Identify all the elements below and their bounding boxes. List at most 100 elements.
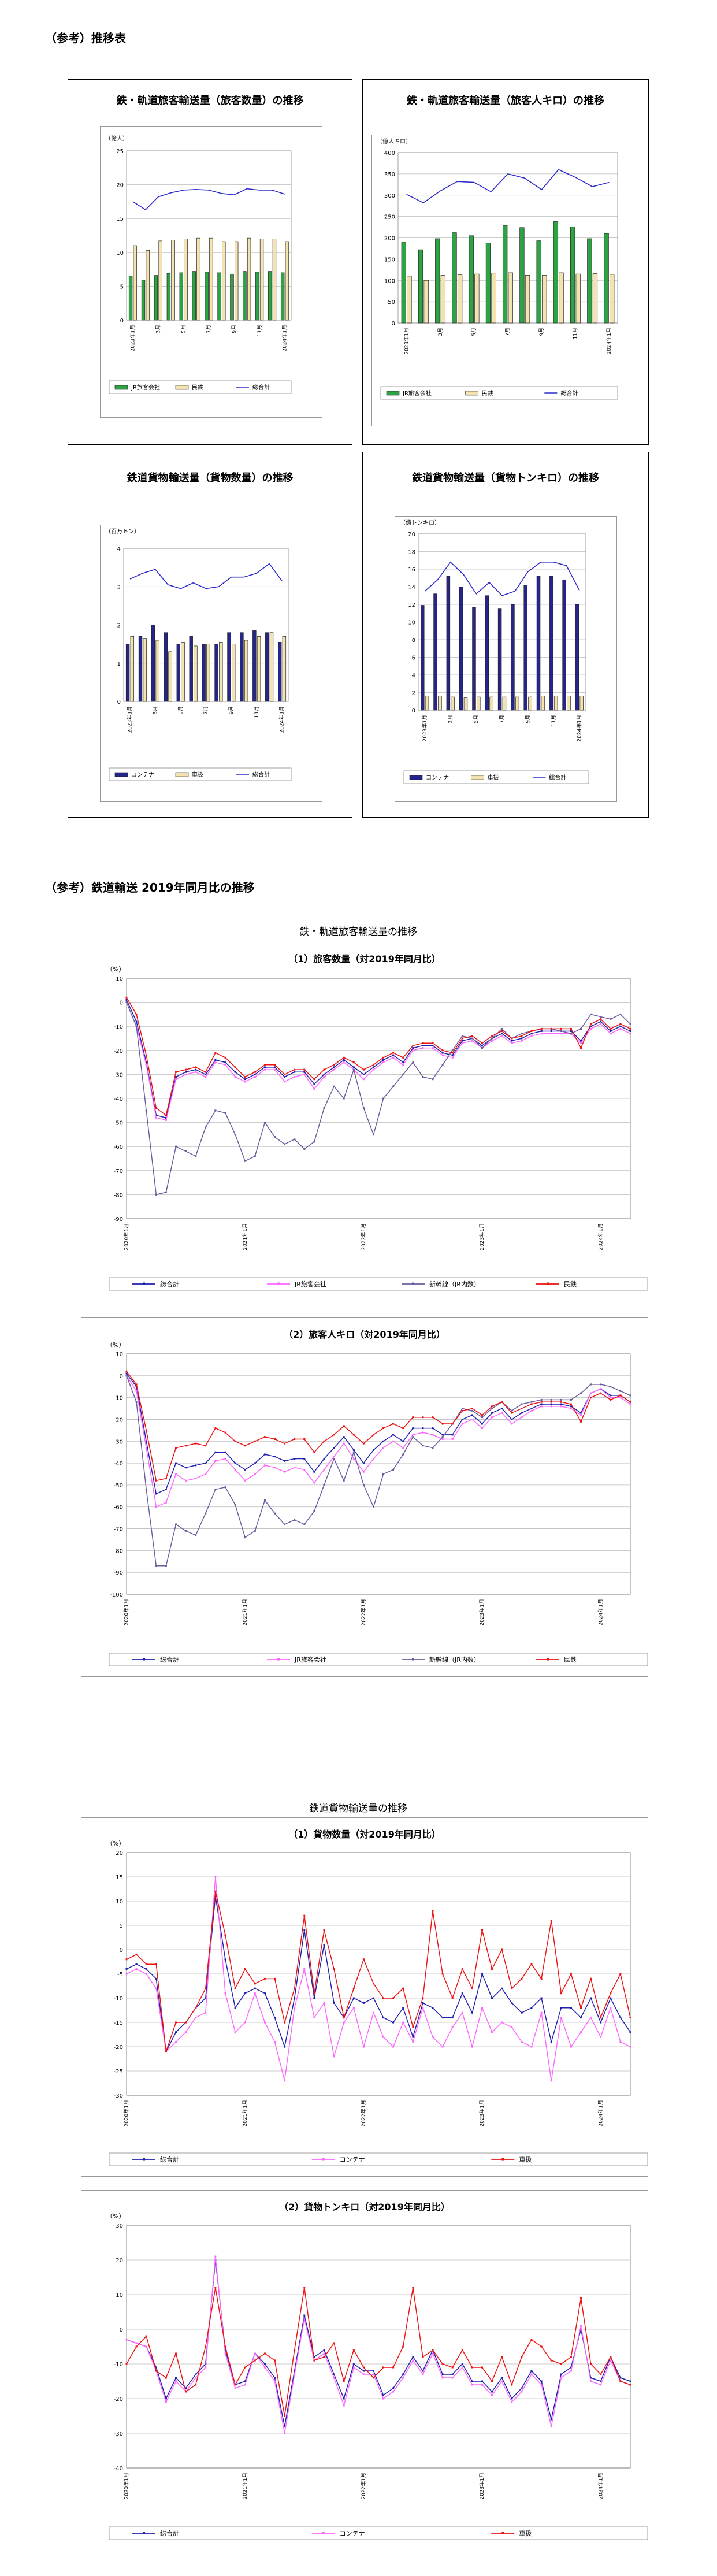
legend-label: 総合計	[252, 771, 270, 778]
bar	[257, 636, 261, 702]
data-point	[560, 1992, 562, 1995]
data-point	[343, 2017, 345, 2019]
data-point	[254, 1992, 256, 1995]
legend-box	[109, 767, 292, 781]
data-point	[323, 2356, 325, 2358]
bar	[268, 271, 272, 321]
data-point	[284, 1460, 286, 1462]
data-point	[313, 1451, 315, 1453]
data-point	[402, 1056, 404, 1059]
data-point	[441, 1438, 444, 1440]
data-point	[619, 1027, 622, 1030]
data-point	[175, 1447, 177, 1449]
y-unit-label: （百万トン）	[105, 528, 140, 535]
y-tick-label: 2	[117, 623, 121, 629]
bar	[451, 696, 455, 711]
data-point	[600, 2017, 602, 2019]
data-point	[432, 1427, 434, 1430]
data-point	[205, 1997, 207, 1999]
chart-passenger-count: （億人） 0 5 10 15 20 25 2023年1月 3月 5月 7月 9月 11月 2024年1月 J…	[105, 135, 292, 394]
data-point	[511, 1419, 513, 1420]
data-point	[195, 2377, 197, 2379]
x-tick-label: 2023年1月	[129, 325, 136, 352]
data-point	[323, 1073, 325, 1075]
y-tick-label: -15	[114, 2020, 123, 2026]
x-tick-label: 7月	[505, 328, 511, 336]
data-point	[263, 2366, 266, 2369]
data-point	[294, 1138, 296, 1141]
data-point	[274, 1064, 276, 1066]
data-point	[284, 2415, 286, 2417]
legend-label: 民鉄	[482, 389, 493, 397]
data-point	[274, 2041, 276, 2043]
x-tick-label: 2022年1月	[360, 2100, 367, 2127]
data-point	[570, 1027, 572, 1030]
series-line	[126, 1876, 631, 2081]
data-point	[629, 2384, 631, 2386]
bar	[457, 274, 463, 324]
data-point	[313, 2359, 315, 2362]
data-point	[590, 2377, 592, 2379]
bar	[138, 636, 143, 702]
data-point	[175, 1523, 177, 1525]
bar	[194, 645, 198, 702]
data-point	[422, 2370, 424, 2372]
data-point	[165, 2397, 167, 2400]
data-point	[234, 1468, 236, 1471]
data-point	[511, 1042, 513, 1044]
data-point	[412, 1436, 414, 1438]
bar	[587, 238, 592, 324]
data-point	[254, 1462, 256, 1464]
data-point	[461, 2011, 463, 2014]
y-tick-label: 400	[384, 150, 395, 157]
data-point	[362, 1073, 365, 1075]
bar	[128, 276, 133, 321]
data-point	[185, 1073, 187, 1075]
plot-area	[126, 978, 631, 1219]
data-point	[343, 1059, 345, 1061]
data-point	[224, 1958, 226, 1961]
data-point	[570, 1408, 572, 1409]
bar	[452, 232, 457, 324]
data-point	[155, 1987, 157, 1989]
bar	[179, 272, 184, 321]
bar	[272, 239, 277, 321]
data-point	[263, 2021, 266, 2024]
data-point	[580, 2017, 582, 2019]
y-tick-label: -70	[114, 1168, 123, 1175]
bar	[489, 696, 493, 711]
data-point	[205, 1987, 207, 1989]
data-point	[590, 1997, 592, 1999]
y-tick-label: 20	[116, 183, 124, 189]
data-point	[619, 1394, 622, 1397]
data-point	[244, 2384, 246, 2386]
data-point	[471, 1414, 473, 1416]
data-point	[373, 2377, 374, 2379]
data-point	[629, 1401, 631, 1403]
data-point	[175, 1473, 177, 1475]
data-point	[125, 996, 128, 999]
x-tick-label: 2024年1月	[278, 706, 285, 733]
data-point	[274, 2377, 276, 2379]
data-point	[570, 2007, 572, 2009]
data-point	[362, 1958, 365, 1961]
y-tick-label: 10	[116, 976, 123, 982]
bar	[214, 644, 218, 702]
data-point	[412, 1061, 414, 1064]
data-point	[234, 1066, 236, 1068]
data-point	[333, 2377, 335, 2379]
data-point	[501, 1408, 503, 1409]
x-tick-label: 11月	[573, 328, 579, 339]
data-point	[135, 2342, 138, 2344]
data-point	[135, 1025, 138, 1027]
legend-label: 車扱	[519, 2529, 532, 2537]
data-point	[343, 2380, 345, 2382]
data-point	[224, 1056, 226, 1059]
y-tick-label: 200	[384, 236, 395, 242]
data-point	[530, 1408, 533, 1409]
data-point	[263, 2352, 266, 2355]
x-tick-label: 3月	[437, 328, 444, 336]
data-point	[511, 2002, 513, 2004]
data-point	[362, 2366, 365, 2369]
bar	[421, 605, 425, 711]
